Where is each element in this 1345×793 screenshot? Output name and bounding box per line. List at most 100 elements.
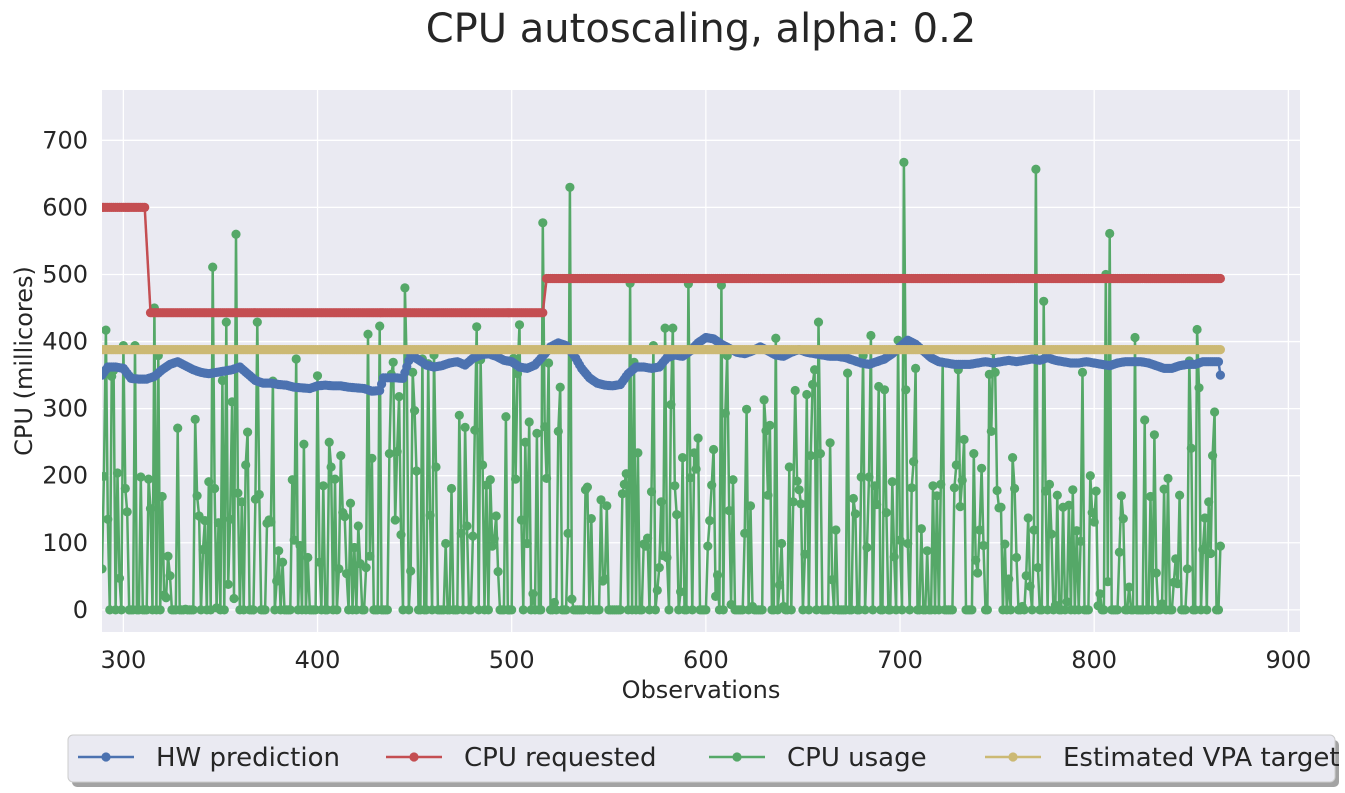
cpu-usage-point — [219, 605, 229, 615]
cpu-usage-point — [353, 521, 363, 531]
y-tick-label: 500 — [42, 260, 88, 288]
x-tick-label: 300 — [100, 646, 146, 674]
cpu-usage-point — [897, 605, 907, 615]
cpu-usage-point — [868, 605, 878, 615]
cpu-usage-point — [881, 507, 892, 518]
cpu-usage-point — [1029, 525, 1039, 535]
cpu-usage-point — [472, 322, 482, 332]
cpu-usage-point — [1103, 577, 1113, 587]
cpu-usage-point — [342, 569, 352, 579]
cpu-usage-point — [188, 605, 198, 615]
cpu-usage-point — [1087, 507, 1097, 518]
cpu-usage-point — [299, 439, 309, 449]
legend-swatch-marker — [1008, 752, 1018, 762]
cpu-usage-point — [707, 480, 717, 490]
x-tick-label: 500 — [489, 646, 535, 674]
legend-item: Estimated VPA target — [985, 743, 1340, 773]
cpu-usage-point — [514, 320, 525, 330]
cpu-usage-point — [528, 589, 538, 599]
cpu-usage-point — [813, 317, 824, 327]
x-tick-labels: 300 400 500 600 700 800 900 — [100, 646, 1311, 674]
cpu-usage-point — [619, 479, 629, 489]
cpu-usage-point — [231, 229, 241, 239]
cpu-usage-point — [1105, 228, 1115, 239]
cpu-usage-point — [992, 485, 1002, 496]
cpu-usage-point — [400, 283, 410, 293]
cpu-usage-point — [1116, 491, 1126, 501]
cpu-requested-point — [1215, 273, 1225, 284]
cpu-usage-point — [363, 329, 373, 339]
cpu-usage-point — [468, 531, 478, 541]
cpu-usage-point — [563, 528, 573, 539]
cpu-usage-point — [804, 605, 814, 615]
cpu-usage-point — [810, 365, 820, 375]
cpu-usage-point — [1213, 605, 1224, 615]
x-tick-label: 900 — [1265, 646, 1311, 674]
cpu-usage-point — [1085, 471, 1095, 481]
cpu-usage-point — [1210, 407, 1220, 417]
cpu-usage-point — [287, 475, 297, 485]
cpu-usage-point — [285, 605, 295, 615]
cpu-usage-point — [303, 552, 313, 563]
cpu-usage-point — [949, 483, 960, 493]
cpu-usage-point — [796, 499, 806, 509]
cpu-usage-point — [957, 475, 967, 485]
y-tick-labels: 0 100 200 300 400 500 600 700 — [42, 126, 88, 624]
cpu-usage-point — [887, 477, 897, 487]
cpu-usage-point — [971, 555, 981, 565]
cpu-usage-point — [454, 410, 464, 420]
cpu-usage-point — [982, 605, 993, 615]
cpu-usage-point — [1112, 605, 1123, 615]
cpu-usage-point — [691, 464, 701, 474]
cpu-usage-point — [693, 433, 703, 443]
cpu-usage-point — [866, 330, 876, 341]
cpu-usage-point — [788, 497, 798, 507]
cpu-usage-point — [390, 515, 400, 525]
cpu-usage-point — [260, 605, 270, 615]
cpu-usage-point — [544, 358, 554, 368]
cpu-usage-point — [542, 473, 552, 483]
hw-prediction-point — [1215, 370, 1225, 380]
cpu-usage-point — [1000, 539, 1010, 549]
cpu-usage-point — [411, 466, 422, 476]
cpu-usage-point — [771, 333, 781, 343]
cpu-usage-point — [336, 451, 346, 461]
cpu-usage-point — [173, 423, 183, 433]
cpu-usage-point — [1124, 582, 1134, 592]
cpu-usage-point — [314, 557, 325, 567]
cpu-usage-point — [540, 422, 550, 432]
cpu-usage-point — [724, 506, 734, 516]
cpu-usage-point — [740, 528, 750, 539]
cpu-usage-point — [192, 491, 202, 501]
legend-swatch-marker — [732, 752, 742, 762]
y-tick-label: 600 — [42, 193, 88, 221]
cpu-usage-point — [1204, 497, 1214, 507]
cpu-usage-point — [889, 552, 899, 562]
cpu-usage-point — [712, 570, 723, 580]
cpu-usage-point — [794, 485, 804, 495]
cpu-usage-point — [668, 323, 678, 333]
cpu-usage-point — [745, 501, 756, 511]
cpu-usage-point — [709, 444, 719, 455]
legend-box — [67, 734, 1336, 783]
cpu-usage-point — [223, 579, 233, 590]
cpu-usage-point — [163, 551, 173, 561]
cpu-usage-point — [955, 502, 965, 512]
cpu-usage-point — [928, 481, 938, 491]
cpu-usage-point — [848, 493, 859, 504]
cpu-usage-point — [1149, 430, 1159, 440]
cpu-usage-point — [594, 605, 604, 615]
cpu-usage-point — [967, 605, 977, 615]
cpu-usage-point — [252, 317, 262, 327]
cpu-usage-point — [237, 497, 247, 507]
cpu-usage-point — [116, 605, 126, 615]
cpu-usage-point — [1180, 605, 1190, 615]
cpu-usage-point — [493, 567, 503, 577]
cpu-usage-point — [1044, 479, 1055, 489]
cpu-usage-point — [996, 502, 1006, 512]
cpu-usage-point — [217, 375, 227, 386]
cpu-usage-point — [643, 533, 653, 543]
cpu-usage-point — [870, 481, 880, 491]
cpu-usage-point — [986, 426, 996, 436]
cpu-usage-point — [936, 479, 946, 489]
